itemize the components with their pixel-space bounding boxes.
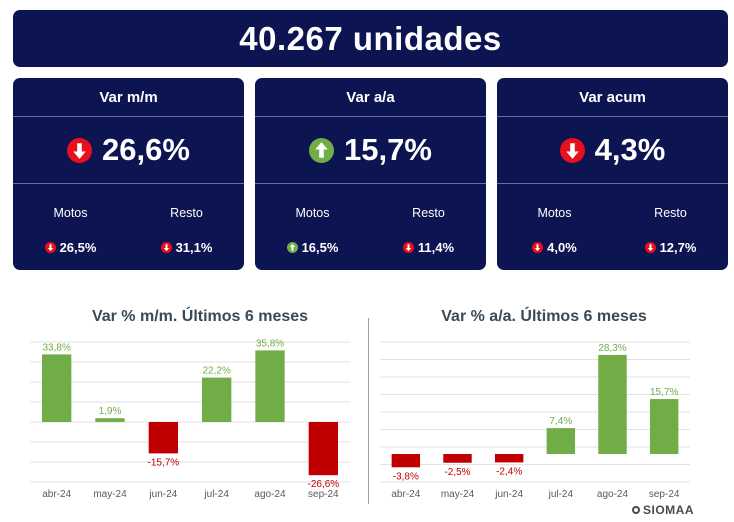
bar	[308, 422, 338, 476]
down-arrow-icon	[402, 242, 414, 253]
down-arrow-icon	[559, 137, 585, 163]
bar	[546, 428, 576, 454]
bar	[391, 454, 421, 468]
sub-value-motos: 26,5%	[59, 240, 97, 255]
sub-value-resto: 11,4%	[417, 240, 455, 255]
card-title: Var a/a	[255, 78, 486, 117]
sub-label-motos: Motos	[537, 206, 572, 220]
card-title: Var acum	[497, 78, 728, 117]
x-tick-label: may-24	[93, 489, 127, 500]
data-label: 7,4%	[549, 416, 572, 427]
data-label: -15,7%	[147, 457, 179, 468]
bar-chart-mm: 33,8% abr-24 1,9% may-24 -15,7% jun-24 22,2% ju…	[30, 338, 350, 500]
sub-label-motos: Motos	[53, 206, 88, 220]
chart-title-aa: Var % a/a. Últimos 6 meses	[441, 308, 647, 325]
sub-value-resto: 12,7%	[659, 240, 697, 255]
x-tick-label: ago-24	[254, 489, 286, 500]
sub-value-motos: 16,5%	[301, 240, 339, 255]
x-tick-label: abr-24	[42, 489, 71, 500]
down-arrow-icon	[44, 242, 56, 253]
x-tick-label: sep-24	[649, 489, 680, 500]
bar	[255, 350, 285, 422]
x-tick-label: jun-24	[148, 489, 177, 500]
bar-chart-aa: -3,8% abr-24 -2,5% may-24 -2,4% jun-24 7,4% jul…	[380, 341, 690, 500]
bar	[649, 399, 679, 454]
data-label: 35,8%	[256, 338, 284, 349]
data-label: 28,3%	[598, 343, 626, 354]
card-value: 15,7%	[344, 132, 432, 167]
kpi-card-var-aa: Var a/a 15,7% Motos 16,5% Resto 11,4%	[255, 78, 486, 270]
sub-label-motos: Motos	[295, 206, 330, 220]
down-arrow-icon	[160, 242, 172, 253]
bar	[148, 422, 178, 454]
sub-label-resto: Resto	[170, 206, 203, 220]
data-label: -2,4%	[496, 466, 522, 477]
sub-value-motos: 4,0%	[547, 240, 577, 255]
chart-divider	[368, 318, 369, 504]
data-label: 1,9%	[99, 406, 122, 417]
brand-logo: SIOMAA	[632, 503, 694, 517]
up-arrow-icon	[309, 137, 335, 163]
data-label: 15,7%	[650, 387, 678, 398]
x-tick-label: jun-24	[494, 489, 523, 500]
headline-banner: 40.267 unidades	[13, 10, 728, 67]
bar	[95, 418, 125, 422]
bar	[598, 354, 627, 454]
kpi-card-var-acum: Var acum 4,3% Motos 4,0% Resto 12,7%	[497, 78, 728, 270]
x-tick-label: abr-24	[391, 489, 420, 500]
data-label: -2,5%	[444, 467, 470, 478]
card-title: Var m/m	[13, 78, 244, 117]
brand-text: SIOMAA	[643, 503, 694, 517]
bar	[494, 454, 524, 463]
kpi-card-var-mm: Var m/m 26,6% Motos 26,5% Resto 31,1%	[13, 78, 244, 270]
up-arrow-icon	[286, 242, 298, 253]
card-value: 26,6%	[102, 132, 190, 167]
down-arrow-icon	[644, 242, 656, 253]
x-tick-label: jul-24	[203, 489, 229, 500]
bar	[42, 354, 72, 422]
sub-label-resto: Resto	[654, 206, 687, 220]
headline-text: 40.267 unidades	[239, 19, 502, 57]
x-tick-label: ago-24	[597, 489, 629, 500]
chart-title-mm: Var % m/m. Últimos 6 meses	[91, 308, 309, 325]
bar	[443, 454, 472, 463]
data-label: -3,8%	[393, 471, 419, 482]
down-arrow-icon	[532, 242, 544, 253]
card-value: 4,3%	[594, 132, 666, 167]
data-label: 22,2%	[202, 366, 230, 377]
sub-label-resto: Resto	[412, 206, 445, 220]
x-tick-label: may-24	[441, 489, 475, 500]
bar	[202, 377, 232, 422]
sub-value-resto: 31,1%	[175, 240, 213, 255]
data-label: 33,8%	[42, 342, 70, 353]
x-tick-label: jul-24	[548, 489, 574, 500]
logo-icon	[632, 506, 640, 514]
down-arrow-icon	[67, 137, 93, 163]
x-tick-label: sep-24	[308, 489, 339, 500]
data-label: -26,6%	[307, 479, 339, 490]
